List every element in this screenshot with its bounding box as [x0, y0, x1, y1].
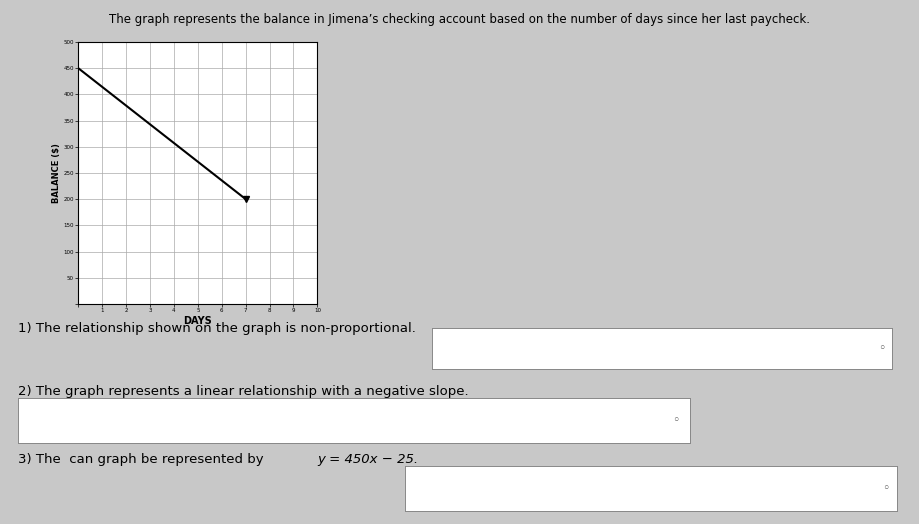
- Text: y = 450x − 25.: y = 450x − 25.: [317, 453, 418, 466]
- Text: 2) The graph represents a linear relationship with a negative slope.: 2) The graph represents a linear relatio…: [18, 385, 469, 398]
- Text: 1) The relationship shown on the graph is non-proportional.: 1) The relationship shown on the graph i…: [18, 322, 415, 335]
- Y-axis label: BALANCE ($): BALANCE ($): [51, 143, 61, 203]
- X-axis label: DAYS: DAYS: [183, 316, 212, 326]
- Text: ◦: ◦: [881, 482, 889, 495]
- Text: 3) The  can graph be represented by: 3) The can graph be represented by: [18, 453, 268, 466]
- Text: The graph represents the balance in Jimena’s checking account based on the numbe: The graph represents the balance in Jime…: [109, 13, 810, 26]
- Text: ◦: ◦: [672, 414, 679, 427]
- Text: ◦: ◦: [877, 342, 885, 355]
